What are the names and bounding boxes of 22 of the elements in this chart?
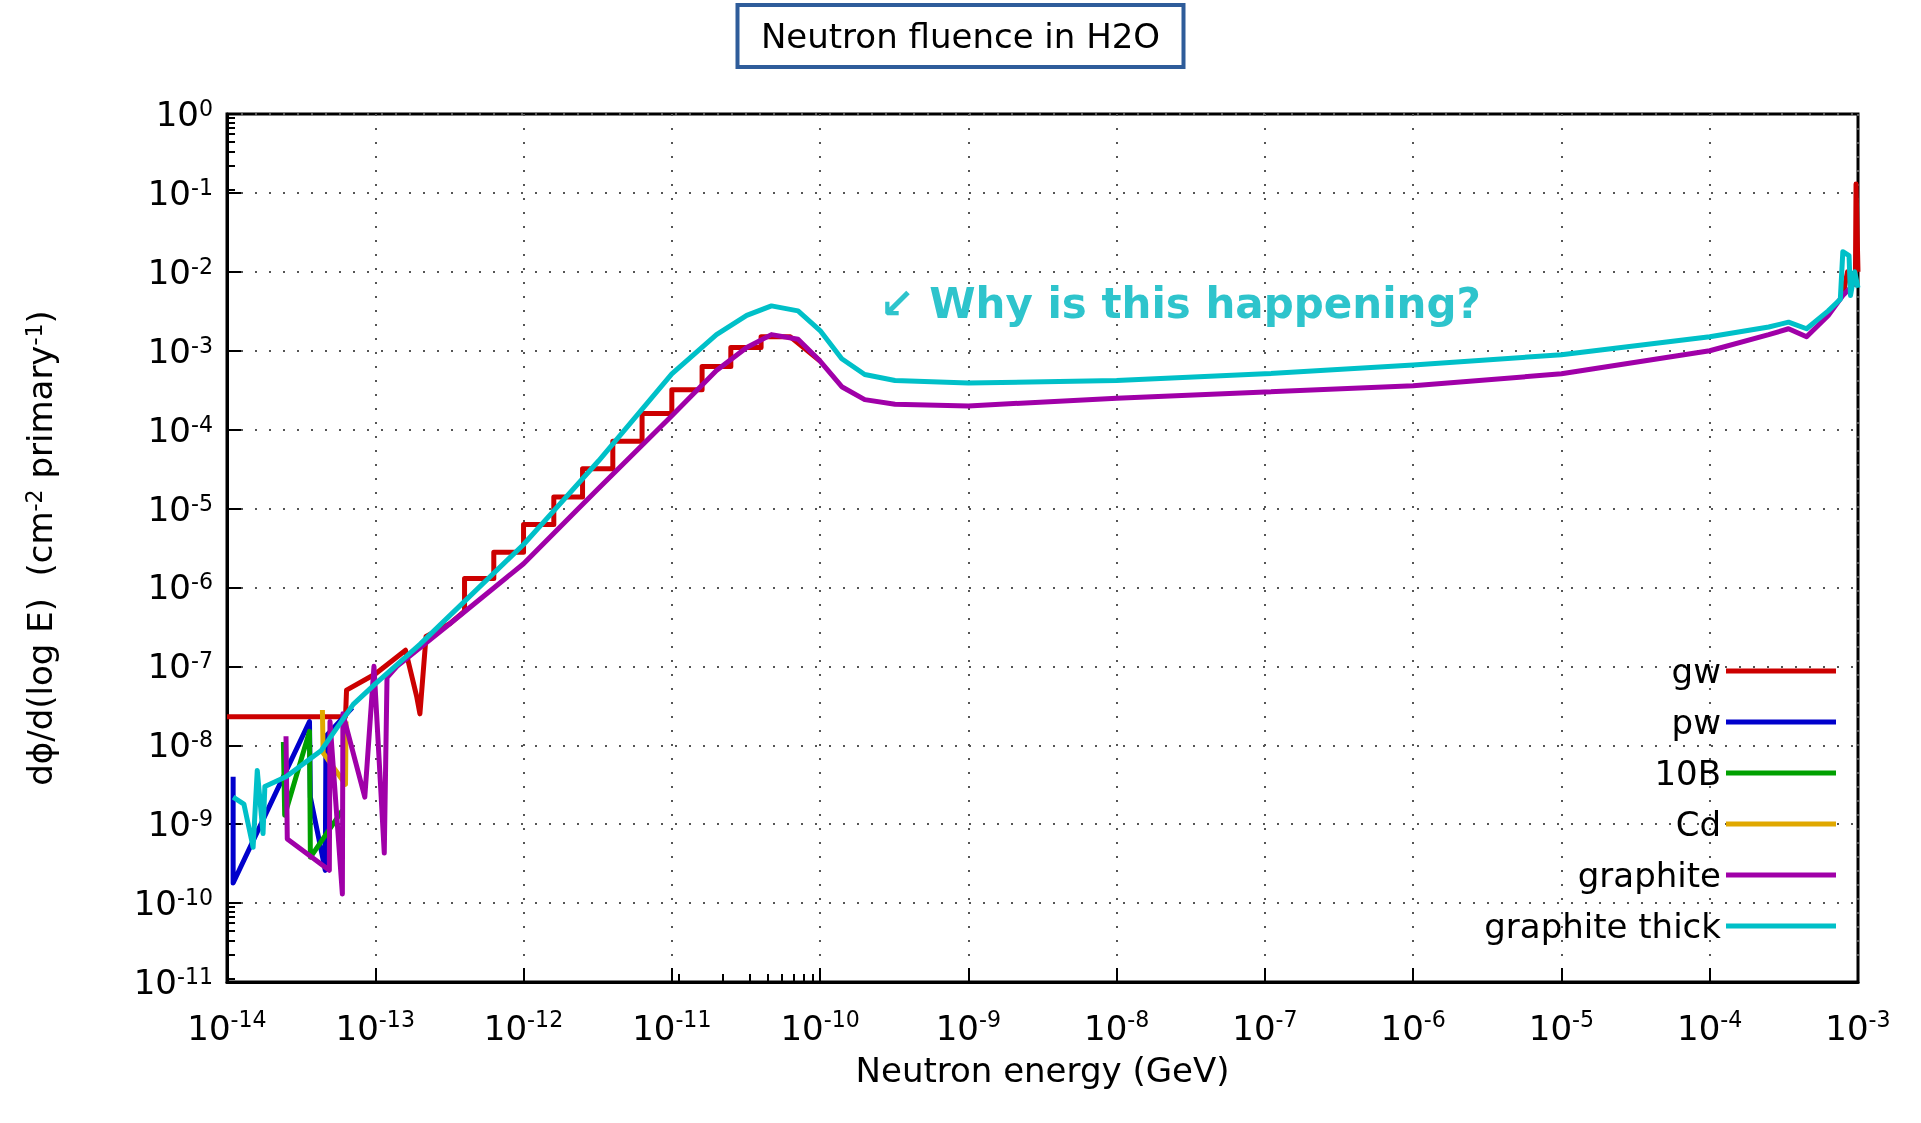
y-tick-label: 10$^{-5}$ — [147, 488, 213, 529]
annotation: ↙ Why is this happening? — [879, 278, 1481, 328]
y-tick-label: 10$^{-1}$ — [147, 172, 213, 213]
legend-label: graphite thick — [1484, 906, 1722, 946]
x-axis-title: Neutron energy (GeV) — [855, 1049, 1230, 1090]
y-tick-label: 10$^{-3}$ — [147, 330, 213, 371]
legend-label: 10B — [1654, 753, 1721, 793]
chart-title: Neutron fluence in H2O — [760, 16, 1161, 56]
y-tick-label: 10$^{-8}$ — [147, 725, 213, 766]
legend-label: gw — [1671, 651, 1721, 691]
y-tick-label: 10$^{-7}$ — [147, 646, 213, 687]
y-tick-label: 10$^{-4}$ — [147, 409, 213, 450]
y-tick-label: 10$^{-6}$ — [147, 567, 213, 608]
legend-label: graphite — [1577, 855, 1721, 895]
y-tick-label: 10$^{-10}$ — [133, 883, 213, 924]
y-tick-label: 10$^{-2}$ — [147, 251, 213, 292]
legend-label: Cd — [1675, 804, 1721, 844]
y-axis-title: dϕ/d(log E) (cm-2 primary-1) — [20, 310, 60, 786]
legend-label: pw — [1671, 702, 1721, 742]
y-tick-label: 10$^{-9}$ — [147, 804, 213, 845]
y-tick-label: 10$^{-11}$ — [133, 962, 213, 1002]
y-tick-label: 10$^{0}$ — [155, 94, 213, 134]
